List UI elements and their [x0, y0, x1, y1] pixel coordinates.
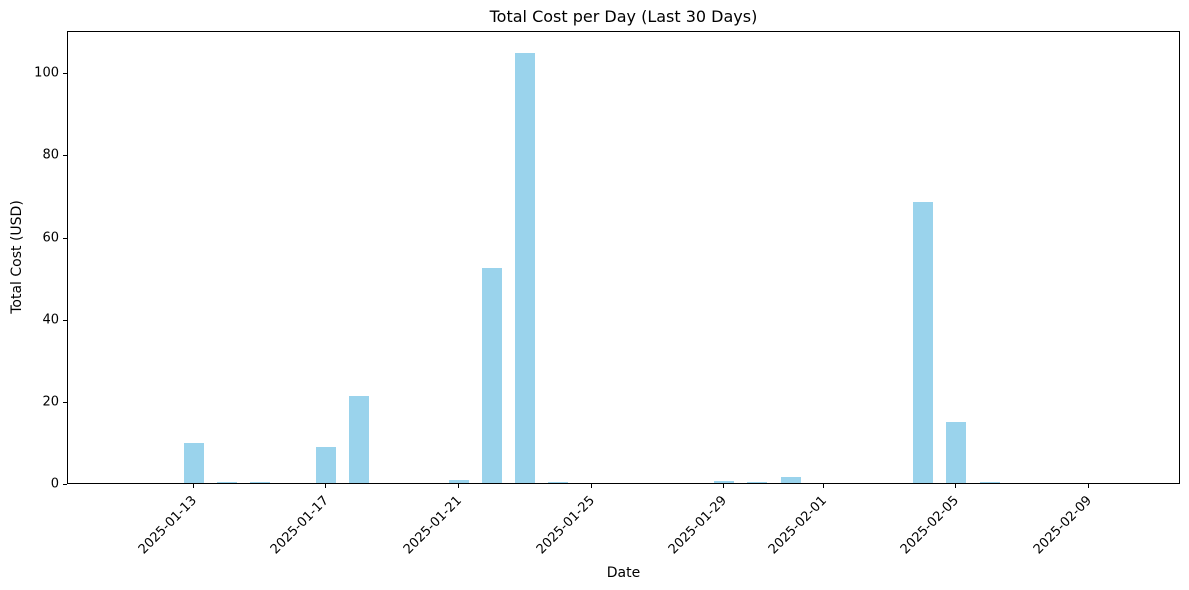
y-axis-label: Total Cost (USD)	[9, 200, 25, 314]
bar-2025-01-15	[249, 482, 270, 483]
x-tick-mark	[590, 484, 592, 488]
x-axis-label: Date	[606, 565, 641, 581]
bar-2025-02-06	[979, 482, 1000, 483]
bar-2025-01-14	[216, 482, 237, 483]
y-tick-mark	[63, 155, 67, 157]
x-tick-label-2025-02-09: 2025-02-09	[1030, 493, 1095, 558]
x-tick-label-2025-01-13: 2025-01-13	[135, 493, 200, 558]
x-tick-mark	[723, 484, 725, 488]
x-tick-mark	[955, 484, 957, 488]
bar-2025-01-23	[515, 53, 536, 483]
y-tick-mark	[63, 484, 67, 485]
bar-2025-01-22	[482, 268, 503, 483]
bar-2025-02-05	[946, 422, 967, 483]
x-tick-mark	[457, 484, 459, 488]
y-tick-label-20: 20	[42, 394, 59, 410]
x-tick-mark	[325, 484, 327, 488]
bar-2025-01-17	[316, 447, 337, 483]
y-tick-mark	[63, 401, 67, 403]
y-tick-label-0: 0	[50, 476, 59, 492]
y-tick-label-60: 60	[42, 230, 59, 246]
y-tick-mark	[63, 319, 67, 321]
bar-2025-01-24	[548, 482, 569, 483]
x-tick-mark	[192, 484, 194, 488]
y-tick-label-80: 80	[42, 147, 59, 163]
bar-2025-01-21	[448, 480, 469, 483]
y-tick-mark	[63, 73, 67, 75]
bar-2025-01-29	[714, 481, 735, 483]
bar-2025-01-30	[747, 482, 768, 483]
y-tick-label-40: 40	[42, 312, 59, 328]
y-tick-mark	[63, 237, 67, 239]
plot-area	[67, 31, 1180, 484]
x-tick-label-2025-01-29: 2025-01-29	[666, 493, 731, 558]
bar-2025-01-13	[183, 443, 204, 483]
bar-2025-02-04	[913, 202, 934, 483]
x-tick-label-2025-02-01: 2025-02-01	[765, 493, 830, 558]
bar-2025-01-31	[780, 477, 801, 483]
bar-2025-01-18	[349, 396, 370, 483]
y-tick-label-100: 100	[34, 65, 59, 81]
x-tick-label-2025-02-05: 2025-02-05	[898, 493, 963, 558]
x-tick-mark	[822, 484, 824, 488]
x-tick-label-2025-01-21: 2025-01-21	[400, 493, 465, 558]
x-tick-label-2025-01-25: 2025-01-25	[533, 493, 598, 558]
x-tick-mark	[1088, 484, 1090, 488]
chart-title: Total Cost per Day (Last 30 Days)	[489, 7, 758, 26]
x-tick-label-2025-01-17: 2025-01-17	[268, 493, 333, 558]
